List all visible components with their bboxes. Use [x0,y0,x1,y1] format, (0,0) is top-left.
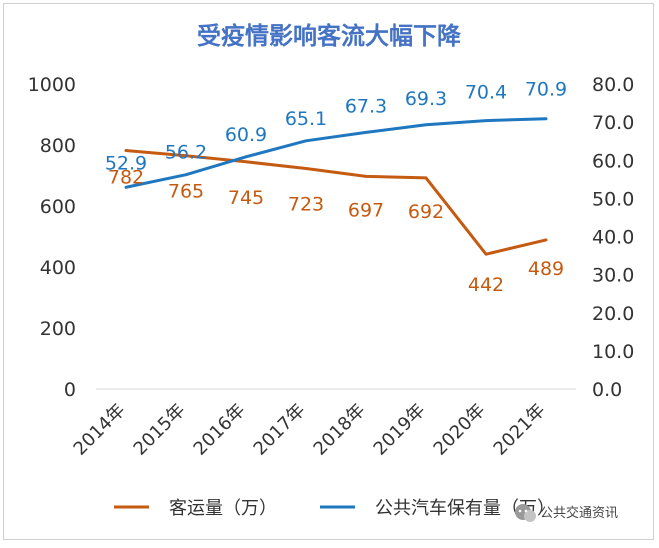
left-tick-label: 400 [40,257,76,279]
bus-fleet-data-label: 69.3 [405,88,447,110]
left-tick-label: 600 [40,196,76,218]
watermark-text: 公共交通资讯 [540,505,618,521]
right-tick-label: 60.0 [592,150,634,172]
x-tick-label: 2016年 [190,400,250,460]
right-tick-label: 10.0 [592,341,634,363]
right-axis-ticks: 0.0 10.0 20.0 30.0 40.0 50.0 60.0 70.0 80.0 [592,74,634,401]
chart-canvas: 受疫情影响客流大幅下降 0 200 400 600 800 1000 0.0 10.0 20.… [28,22,634,522]
x-tick-label: 2020年 [430,400,490,460]
bus-fleet-data-label: 56.2 [165,142,207,164]
ridership-data-label: 723 [288,193,324,215]
x-tick-label: 2015年 [130,400,190,460]
chart-title: 受疫情影响客流大幅下降 [197,22,462,50]
series-layer [124,117,548,256]
right-tick-label: 40.0 [592,227,634,249]
bus-fleet-data-label: 52.9 [105,152,147,174]
left-tick-label: 200 [40,318,76,340]
left-tick-label: 800 [40,135,76,157]
ridership-data-label: 442 [468,274,504,296]
data-labels: 782 765 745 723 697 692 442 489 52.9 56.2 60.9 65.1… [105,79,567,296]
bus-fleet-data-label: 70.9 [525,79,567,101]
bus-fleet-data-label: 70.4 [465,82,507,104]
x-axis-ticks: 2014年 2015年 2016年 2017年 2018年 2019年 2020年 2021年 [70,400,550,460]
right-tick-label: 80.0 [592,74,634,96]
bus-fleet-data-label: 60.9 [225,124,267,146]
right-tick-label: 70.0 [592,112,634,134]
ridership-data-label: 489 [528,258,564,280]
x-tick-label: 2021年 [490,400,550,460]
left-tick-label: 1000 [28,74,76,96]
ridership-series-line [124,149,548,256]
right-tick-label: 0.0 [592,379,622,401]
legend: 客运量（万） 公共汽车保有量（万） [114,498,555,519]
chart-frame: 受疫情影响客流大幅下降 0 200 400 600 800 1000 0.0 10.0 20.… [3,3,654,540]
x-tick-label: 2019年 [370,400,430,460]
ridership-data-label: 697 [348,199,384,221]
watermark: 公共交通资讯 [515,504,618,522]
left-tick-label: 0 [64,379,76,401]
left-axis-ticks: 0 200 400 600 800 1000 [28,74,76,401]
wechat-icon [515,504,536,522]
x-tick-label: 2014年 [70,400,130,460]
bus-fleet-series-line [124,117,548,189]
right-tick-label: 50.0 [592,188,634,210]
legend-label: 公共汽车保有量（万） [375,498,555,519]
ridership-data-label: 782 [108,166,144,188]
right-tick-label: 30.0 [592,265,634,287]
bus-fleet-data-label: 67.3 [345,95,387,117]
ridership-data-label: 765 [168,181,204,203]
ridership-data-label: 692 [408,201,444,223]
ridership-data-label: 745 [228,187,264,209]
bus-fleet-data-label: 65.1 [285,108,327,130]
right-tick-label: 20.0 [592,303,634,325]
legend-label: 客运量（万） [169,498,277,519]
x-tick-label: 2017年 [250,400,310,460]
x-tick-label: 2018年 [310,400,370,460]
